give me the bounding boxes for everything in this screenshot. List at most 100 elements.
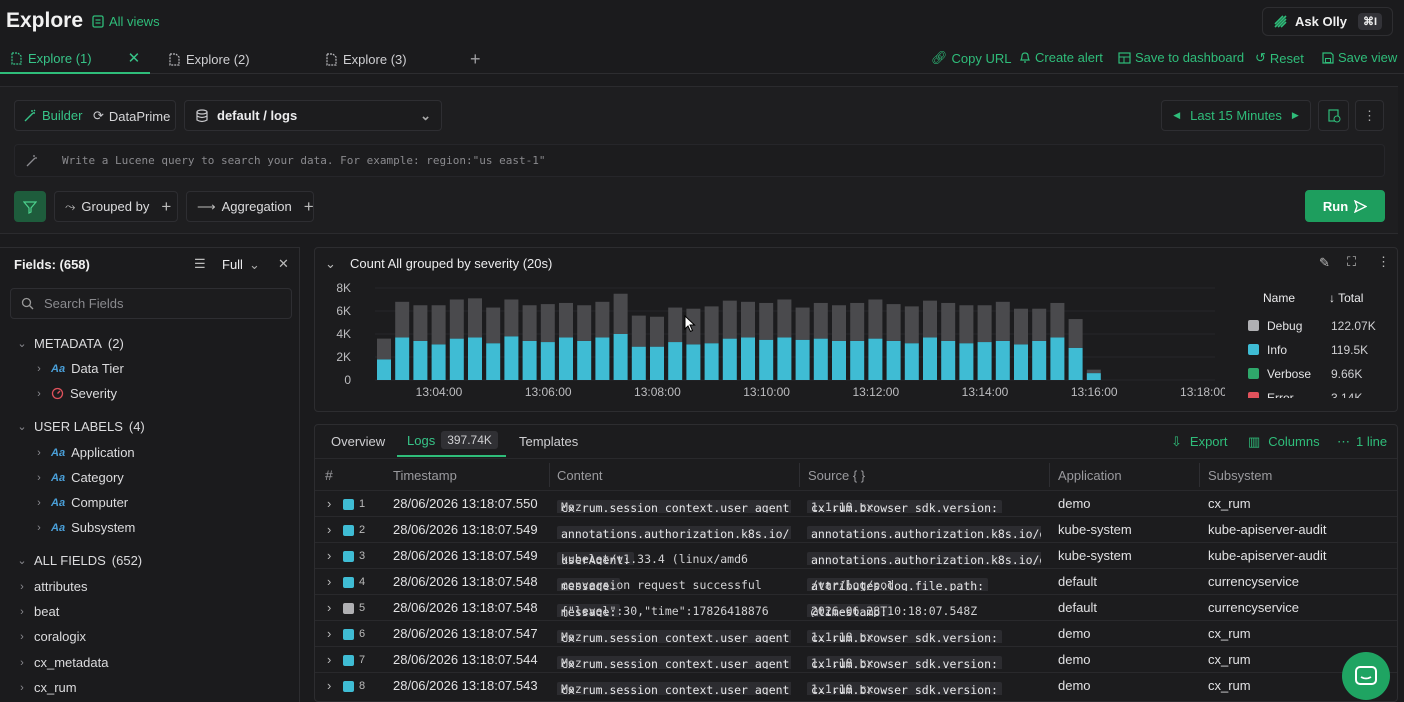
close-icon[interactable]: ✕ (278, 256, 289, 271)
legend-name[interactable]: Error (1267, 391, 1294, 398)
bar-info[interactable] (1014, 344, 1028, 380)
filter-button[interactable] (14, 191, 46, 222)
field-application[interactable]: › Aa Application (33, 445, 135, 460)
bar-info[interactable] (1032, 340, 1047, 380)
log-row[interactable]: › 7 28/06/2026 13:18:07.544 cx_rum.session_… (315, 646, 1397, 672)
expand-chevron-icon[interactable]: › (327, 626, 332, 641)
bar-debug[interactable] (759, 302, 774, 340)
more-options-icon[interactable]: ⋮ (1355, 100, 1384, 131)
bar-info[interactable] (686, 344, 701, 380)
bar-info[interactable] (868, 338, 883, 380)
log-row[interactable]: › 8 28/06/2026 13:18:07.543 cx_rum.session_… (315, 672, 1397, 698)
bar-info[interactable] (704, 343, 719, 380)
ask-olly-button[interactable]: Ask Olly ⌘I (1262, 7, 1393, 36)
row-source[interactable]: cx_rum.browser_sdk.version: 1.1.18 cx_ (807, 495, 1041, 513)
bar-debug[interactable] (504, 299, 519, 337)
time-range-picker[interactable]: ◀ Last 15 Minutes ▶ (1161, 100, 1311, 131)
lucene-query-input[interactable]: Write a Lucene query to search your data… (14, 144, 1385, 177)
row-source[interactable]: annotations.authorization.k8s.io/decis (807, 547, 1041, 565)
bar-info[interactable] (759, 339, 774, 380)
bar-debug[interactable] (540, 304, 555, 343)
bar-debug[interactable] (832, 305, 846, 341)
bar-debug[interactable] (468, 298, 482, 338)
field-attributes[interactable]: › attributes (16, 579, 87, 594)
row-content[interactable]: message: conversion request successful (557, 573, 791, 591)
row-source[interactable]: @timestamp: 2026-06-28T10:18:07.548Z (807, 599, 1041, 617)
bar-debug[interactable] (795, 307, 810, 340)
bar-debug[interactable] (977, 305, 992, 343)
bar-info[interactable] (904, 343, 919, 380)
create-alert-button[interactable]: Create alert (1019, 50, 1103, 65)
row-source[interactable]: cx_rum.browser_sdk.version: 1.1.18 cx_ (807, 625, 1041, 643)
tab-logs[interactable]: Logs 397.74K (397, 425, 506, 457)
legend-name[interactable]: Debug (1267, 319, 1303, 333)
bar-info[interactable] (449, 338, 464, 380)
bar-info[interactable] (959, 343, 974, 380)
bar-info[interactable] (941, 340, 956, 380)
bar-debug[interactable] (904, 306, 919, 344)
row-source[interactable]: annotations.authorization.k8s.io/decis (807, 521, 1041, 539)
bar-debug[interactable] (431, 305, 446, 345)
list-settings-icon[interactable]: ☰ (194, 256, 206, 271)
bar-debug[interactable] (959, 305, 974, 344)
bar-info[interactable] (504, 336, 519, 380)
tab-explore-2[interactable]: Explore (2) (168, 44, 250, 74)
column-source[interactable]: Source { } (808, 468, 865, 483)
all-views-link[interactable]: All views (92, 14, 160, 29)
bar-info[interactable] (613, 334, 628, 380)
log-row[interactable]: › 6 28/06/2026 13:18:07.547 cx_rum.session_… (315, 620, 1397, 646)
save-to-dashboard-button[interactable]: Save to dashboard (1118, 50, 1244, 65)
legend-header-total[interactable]: ↓ Total (1329, 291, 1364, 305)
row-content[interactable]: cx_rum.session_context.user_agent: Moz (557, 495, 791, 513)
bar-debug[interactable] (995, 301, 1010, 341)
tab-explore-1[interactable]: Explore (1) ✕ (0, 44, 150, 74)
log-row[interactable]: › 4 28/06/2026 13:18:07.548 message: convers… (315, 568, 1397, 594)
chat-support-button[interactable] (1342, 652, 1390, 700)
bar-info[interactable] (522, 340, 537, 380)
row-source[interactable]: cx_rum.browser_sdk.version: 1.1.18 cx_ (807, 651, 1041, 669)
columns-button[interactable]: ▥ Columns (1248, 434, 1320, 450)
previous-range-icon[interactable]: ◀ (1173, 110, 1181, 120)
field-category[interactable]: › Aa Category (33, 470, 124, 485)
row-content[interactable]: cx_rum.session_context.user_agent: Moz (557, 651, 791, 669)
log-row[interactable]: › 5 28/06/2026 13:18:07.548 message: {"level… (315, 594, 1397, 620)
field-beat[interactable]: › beat (16, 604, 59, 619)
bar-debug[interactable] (577, 305, 592, 341)
add-tab-icon[interactable]: + (470, 48, 481, 69)
bar-info[interactable] (577, 340, 592, 380)
bar-info[interactable] (850, 340, 865, 380)
bar-info[interactable] (413, 340, 428, 380)
tab-explore-3[interactable]: Explore (3) (325, 44, 407, 74)
query-history-button[interactable] (1318, 100, 1349, 131)
bar-info[interactable] (777, 337, 792, 380)
bar-info[interactable] (1050, 337, 1065, 380)
bar-debug[interactable] (522, 305, 537, 341)
bar-debug[interactable] (486, 307, 501, 344)
bar-info[interactable] (595, 337, 610, 380)
bar-info[interactable] (395, 337, 410, 380)
bar-info[interactable] (377, 359, 391, 380)
row-content[interactable]: message: {"level":30,"time":17826418876 (557, 599, 791, 617)
column-content[interactable]: Content (557, 468, 603, 483)
reset-button[interactable]: ↺ Reset (1255, 50, 1304, 66)
line-mode-button[interactable]: ⋯ 1 line (1337, 434, 1387, 450)
bar-debug[interactable] (777, 299, 792, 338)
tab-overview[interactable]: Overview (331, 434, 386, 449)
fullscreen-icon[interactable]: ⛶ (1347, 254, 1357, 269)
bar-debug[interactable] (1032, 308, 1047, 341)
bar-info[interactable] (795, 339, 810, 380)
bar-debug[interactable] (1068, 319, 1083, 348)
legend-name[interactable]: Info (1267, 343, 1288, 357)
log-row[interactable]: › 3 28/06/2026 13:18:07.549 userAgent: kubel… (315, 542, 1397, 568)
bar-info[interactable] (559, 337, 573, 380)
row-source[interactable]: attributes.log.file.path:/var/log/pod (807, 573, 1041, 591)
bar-info[interactable] (650, 346, 664, 380)
field-subsystem[interactable]: › Aa Subsystem (33, 520, 135, 535)
expand-chevron-icon[interactable]: › (327, 496, 332, 511)
log-row[interactable]: › 1 28/06/2026 13:18:07.550 cx_rum.session_… (315, 490, 1397, 516)
bar-info[interactable] (813, 338, 828, 380)
legend-name[interactable]: Verbose (1267, 367, 1312, 381)
field-cx-rum[interactable]: › cx_rum (16, 680, 76, 695)
expand-chevron-icon[interactable]: › (327, 678, 332, 693)
bar-info[interactable] (540, 342, 555, 380)
